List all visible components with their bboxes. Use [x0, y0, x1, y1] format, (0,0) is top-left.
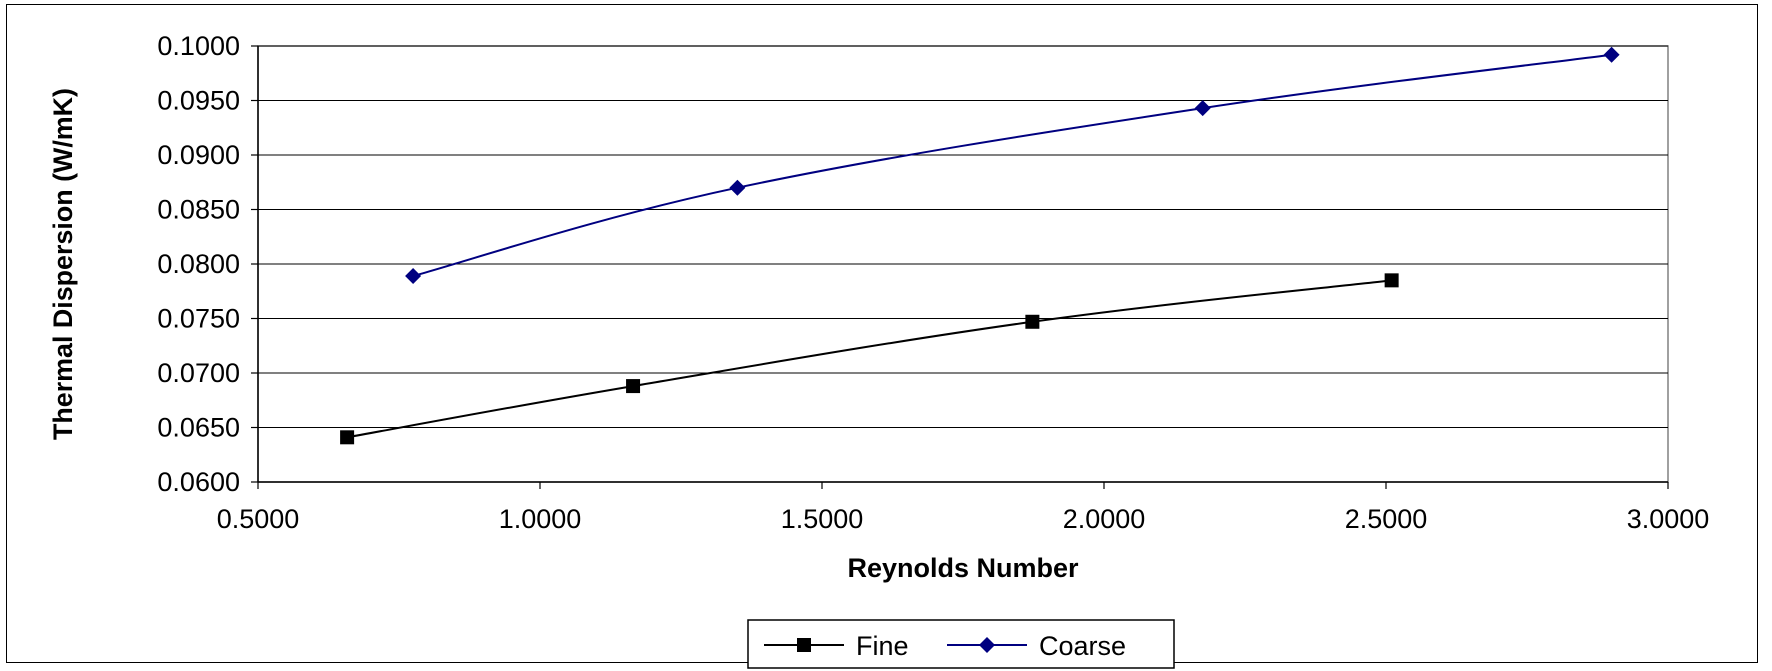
x-axis: 0.5000 1.0000 1.5000 2.0000 2.5000 3.0000: [217, 481, 1710, 534]
y-tick-label: 0.1000: [157, 31, 240, 61]
x-tick-label: 2.0000: [1063, 504, 1146, 534]
y-tick-label: 0.0950: [157, 86, 240, 116]
legend-label-fine: Fine: [856, 631, 909, 661]
y-tick-label: 0.0650: [157, 413, 240, 443]
y-axis: 0.0600 0.0650 0.0700 0.0750 0.0800 0.0850 0.09…: [157, 31, 259, 497]
data-point-fine: [1384, 273, 1399, 288]
y-tick-label: 0.0800: [157, 249, 240, 279]
data-point-coarse: [1603, 46, 1620, 63]
x-axis-title: Reynolds Number: [847, 553, 1079, 583]
y-tick-label: 0.0850: [157, 195, 240, 225]
y-axis-title: Thermal Dispersion (W/mK): [48, 88, 78, 440]
y-tick-label: 0.0900: [157, 140, 240, 170]
data-point-coarse: [729, 179, 746, 196]
data-point-coarse: [1194, 100, 1211, 117]
x-tick-label: 0.5000: [217, 504, 300, 534]
x-tick-label: 1.5000: [781, 504, 864, 534]
series-line-fine: [346, 279, 1392, 439]
x-tick-label: 1.0000: [499, 504, 582, 534]
legend: Fine Coarse: [747, 619, 1175, 669]
data-point-coarse: [405, 267, 422, 284]
legend-marker-coarse: [979, 637, 995, 653]
y-tick-label: 0.0750: [157, 304, 240, 334]
series-coarse: [405, 46, 1620, 284]
legend-marker-fine: [797, 638, 811, 652]
data-point-fine: [1025, 314, 1040, 329]
series-layer: [340, 46, 1620, 445]
y-tick-label: 0.0700: [157, 358, 240, 388]
legend-label-coarse: Coarse: [1039, 631, 1126, 661]
grid-lines: [258, 45, 1668, 428]
x-tick-label: 3.0000: [1627, 504, 1710, 534]
data-point-fine: [340, 430, 355, 445]
series-line-coarse: [412, 53, 1612, 277]
series-fine: [340, 273, 1399, 445]
legend-item-fine: Fine: [764, 631, 909, 661]
legend-item-coarse: Coarse: [947, 631, 1126, 661]
data-point-fine: [626, 379, 641, 394]
y-tick-label: 0.0600: [157, 467, 240, 497]
x-tick-label: 2.5000: [1345, 504, 1428, 534]
